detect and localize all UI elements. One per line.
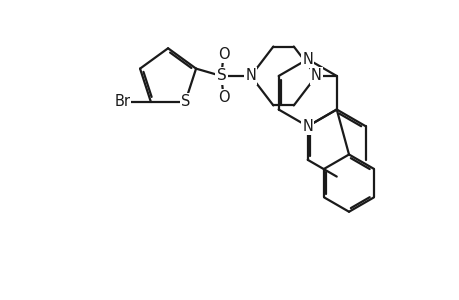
Text: S: S — [180, 94, 190, 109]
Text: N: N — [302, 119, 313, 134]
Text: N: N — [310, 68, 321, 83]
Text: N: N — [302, 52, 313, 67]
Text: S: S — [216, 68, 226, 83]
Text: O: O — [217, 47, 229, 62]
Text: N: N — [245, 68, 256, 83]
Text: O: O — [217, 90, 229, 105]
Text: Br: Br — [114, 94, 130, 109]
